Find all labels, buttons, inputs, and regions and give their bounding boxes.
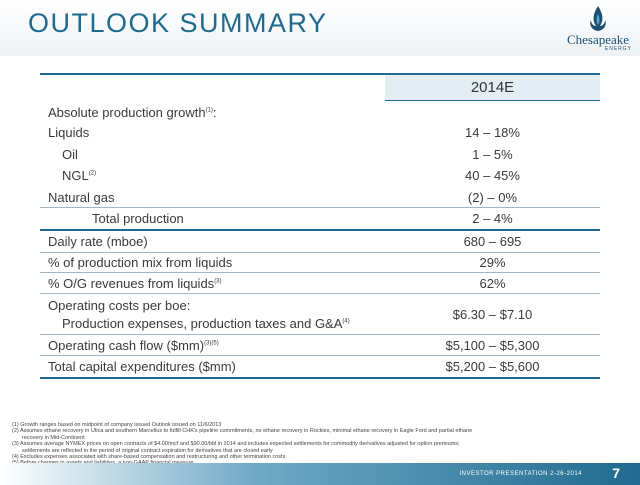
row-divider (40, 252, 600, 253)
table-bottom-rule (40, 377, 600, 379)
row-label: Operating cash flow ($mm)(3)(5) (48, 338, 219, 353)
footnote: settlements are reflected in the period … (22, 447, 273, 454)
footnote: (2) Assumes ethane recovery in Utica and… (12, 428, 473, 435)
row-divider (40, 293, 600, 294)
page-title: OUTLOOK SUMMARY (28, 8, 328, 38)
row-divider (40, 334, 600, 335)
column-header-rule (385, 100, 600, 101)
row-divider (40, 207, 600, 208)
row-label: Total capital expenditures ($mm) (48, 359, 236, 374)
row-value: 40 – 45% (465, 168, 520, 183)
company-logo: Chesapeake ENERGY (560, 4, 636, 52)
footnote: (3) Assumes average NYMEX prices on open… (12, 441, 460, 448)
row-label: Total production (92, 211, 184, 226)
row-divider (40, 355, 600, 356)
row-label: Daily rate (mboe) (48, 234, 148, 249)
row-label: Oil (62, 147, 78, 162)
row-value: 14 – 18% (465, 125, 520, 140)
footnote: (4) Excludes expenses associated with sh… (12, 454, 286, 461)
row-value: 1 – 5% (472, 147, 513, 162)
page-number: 7 (612, 465, 620, 481)
logo-wordmark: Chesapeake (566, 32, 630, 47)
footnote: (1) Growth ranges based on midpoint of c… (12, 422, 222, 428)
row-value: (2) – 0% (467, 190, 518, 205)
row-value: $6.30 – $7.10 (452, 307, 533, 322)
row-label: NGL(2) (62, 168, 97, 183)
table-row: Operating costs per boe: Production expe… (40, 298, 600, 334)
row-label: Liquids (48, 125, 90, 140)
row-value: $5,200 – $5,600 (445, 359, 540, 374)
row-label: Operating costs per boe: (48, 298, 191, 313)
row-value: $5,100 – $5,300 (445, 338, 540, 353)
row-value: 62% (479, 276, 506, 291)
row-divider (40, 229, 600, 231)
flame-icon (590, 6, 606, 31)
row-divider (40, 272, 600, 273)
slide-header: OUTLOOK SUMMARY Chesapeake ENERGY (0, 0, 640, 56)
column-header-2014e: 2014E (385, 75, 600, 100)
footnote: recovery in Mid-Continent (22, 434, 85, 441)
table-top-rule (40, 73, 600, 75)
footer-text: INVESTOR PRESENTATION 2-26-2014 (459, 471, 582, 477)
row-label: % of production mix from liquids (48, 255, 233, 270)
row-label: Absolute production growth(1): (48, 105, 217, 120)
row-value: 29% (479, 255, 506, 270)
row-label: % O/G revenues from liquids(3) (48, 276, 222, 291)
row-sublabel: Production expenses, production taxes an… (62, 316, 350, 331)
row-value: 2 – 4% (472, 211, 513, 226)
slide-footer: INVESTOR PRESENTATION 2-26-2014 7 (0, 463, 640, 485)
row-value: 680 – 695 (463, 234, 522, 249)
footnotes: (1) Growth ranges based on midpoint of c… (12, 422, 612, 467)
row-label: Natural gas (48, 190, 115, 205)
logo-subtitle: ENERGY (604, 46, 632, 52)
